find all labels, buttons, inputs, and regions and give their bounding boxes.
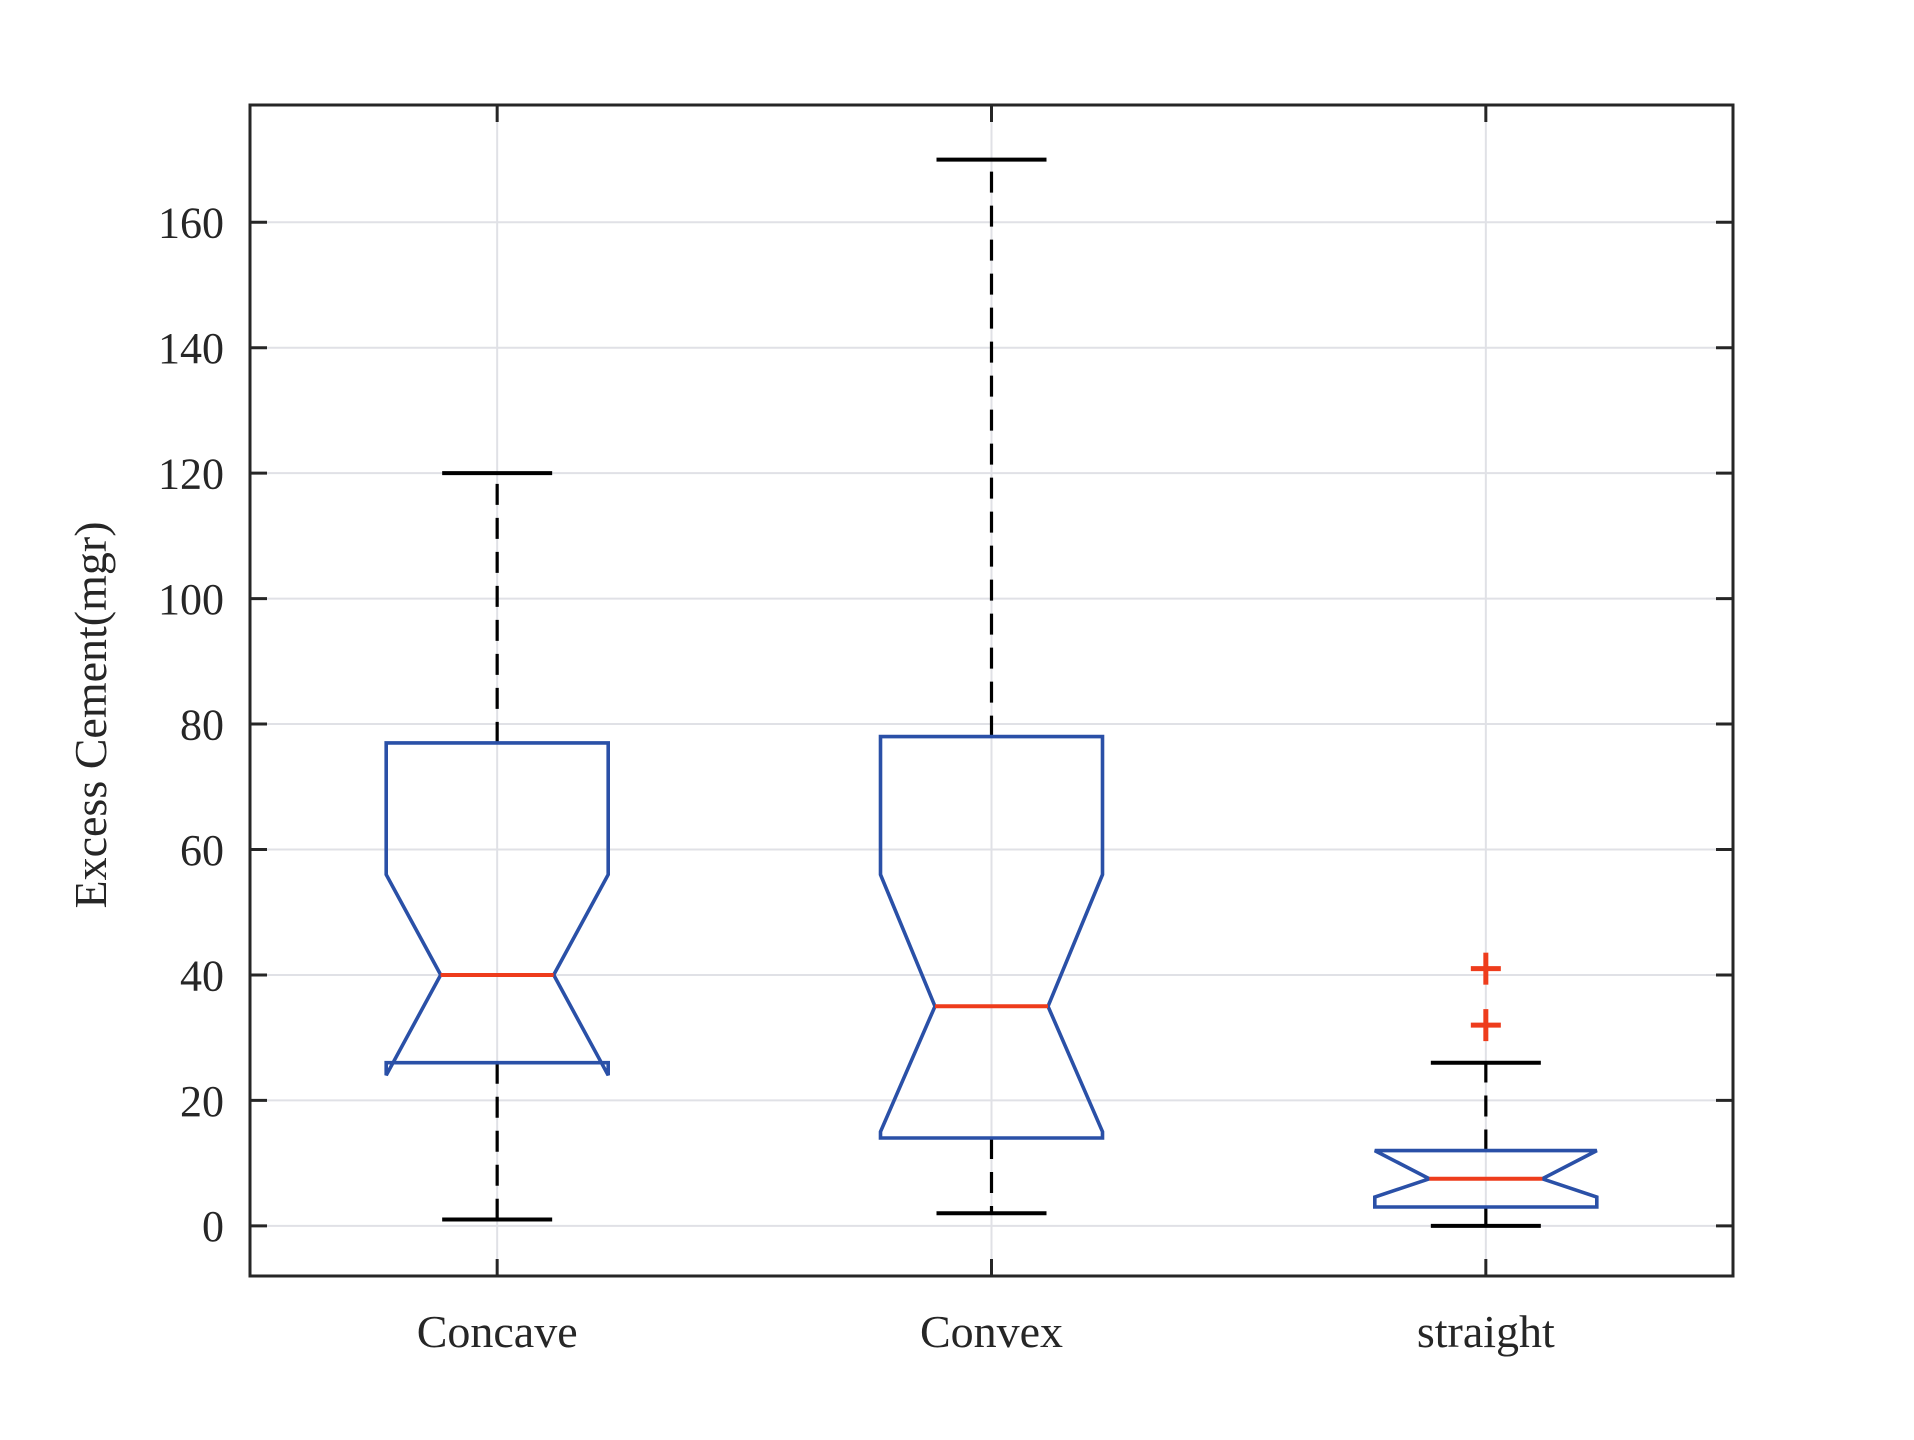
y-tick-label: 140 <box>158 324 224 373</box>
y-tick-label: 160 <box>158 199 224 248</box>
axis-labels: 0 20 40 60 80 100 120 140 160 Concave Convex straig… <box>65 199 1555 1357</box>
outlier-marker-straight <box>1470 1009 1501 1042</box>
boxes <box>384 157 1599 1228</box>
y-tick-label: 100 <box>158 575 224 624</box>
y-tick-label: 20 <box>180 1077 224 1126</box>
x-category-label: Convex <box>920 1306 1063 1357</box>
axis-ticks <box>250 105 1733 1276</box>
x-category-label: Concave <box>417 1306 578 1357</box>
axis-ylabel: Excess Cement(mgr) <box>65 521 116 908</box>
x-category-label: straight <box>1417 1306 1555 1357</box>
outlier-marker-straight <box>1470 952 1501 985</box>
y-tick-label: 120 <box>158 450 224 499</box>
y-tick-label: 40 <box>180 951 224 1000</box>
box-straight <box>1373 1148 1599 1209</box>
y-tick-label: 60 <box>180 826 224 875</box>
y-tick-label: 0 <box>202 1202 224 1251</box>
box-convex <box>878 734 1105 1140</box>
y-tick-label: 80 <box>180 700 224 749</box>
box-concave <box>384 741 610 1077</box>
